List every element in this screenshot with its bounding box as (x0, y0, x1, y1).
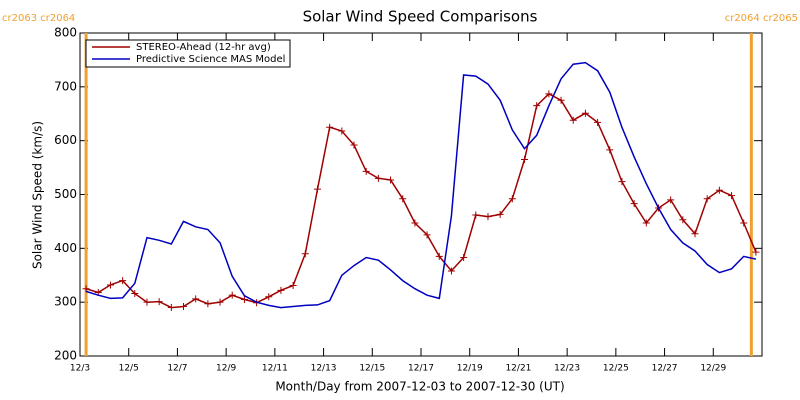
data-point (265, 293, 273, 301)
legend-box (85, 39, 291, 68)
data-point (472, 211, 480, 219)
y-tick-label: 300 (54, 295, 77, 309)
data-point (240, 295, 248, 303)
rotation-label: cr2064 cr2065 (725, 13, 798, 24)
x-tick-label: 12/25 (603, 364, 629, 374)
data-point (119, 277, 127, 285)
data-point (642, 219, 650, 227)
data-point (667, 196, 675, 204)
data-point (728, 192, 736, 200)
x-tick-label: 12/7 (167, 364, 187, 374)
data-point (484, 213, 492, 221)
legend-label: STEREO-Ahead (12-hr avg) (136, 42, 271, 53)
data-point (326, 123, 334, 131)
x-axis-label: Month/Day from 2007-12-03 to 2007-12-30 … (275, 380, 564, 394)
x-tick-label: 12/17 (408, 364, 434, 374)
y-tick-label: 800 (54, 26, 77, 40)
data-point (155, 298, 163, 306)
data-point (228, 291, 236, 299)
data-point (679, 216, 687, 224)
data-point (508, 195, 516, 203)
data-point (374, 174, 382, 182)
y-tick-label: 400 (54, 241, 77, 255)
x-tick-label: 12/21 (505, 364, 531, 374)
data-point (703, 195, 711, 203)
data-point (521, 156, 529, 164)
series-line (85, 92, 757, 309)
data-point (192, 295, 200, 303)
data-point (362, 167, 370, 175)
data-point (533, 102, 541, 110)
y-tick-label: 500 (54, 187, 77, 201)
y-tick-label: 700 (54, 79, 77, 93)
legend-label: Predictive Science MAS Model (136, 54, 285, 65)
rotation-label: cr2063 cr2064 (2, 13, 75, 24)
x-tick-label: 12/3 (70, 364, 90, 374)
data-point (106, 281, 114, 289)
data-point (606, 146, 614, 154)
x-tick-label: 12/11 (262, 364, 288, 374)
data-point (715, 186, 723, 194)
data-point (545, 90, 553, 98)
data-point (82, 285, 90, 293)
data-point (557, 96, 565, 104)
data-point (131, 290, 139, 298)
data-point (180, 302, 188, 310)
data-point (411, 219, 419, 227)
y-tick-label: 600 (54, 133, 77, 147)
data-point (618, 178, 626, 186)
data-point (289, 281, 297, 289)
x-tick-label: 12/9 (216, 364, 236, 374)
data-point (338, 127, 346, 135)
x-tick-label: 12/5 (119, 364, 139, 374)
data-point (594, 118, 602, 126)
series-line (85, 61, 757, 309)
data-point (313, 185, 321, 193)
x-tick-label: 12/13 (311, 364, 337, 374)
x-tick-label: 12/19 (457, 364, 483, 374)
data-point (143, 298, 151, 306)
data-point (387, 176, 395, 184)
data-point (630, 200, 638, 208)
x-tick-label: 12/23 (554, 364, 580, 374)
data-point (350, 141, 358, 149)
chart-title: Solar Wind Speed Comparisons (303, 8, 538, 26)
data-point (167, 304, 175, 312)
data-point (740, 219, 748, 227)
data-point (204, 300, 212, 308)
data-point (277, 286, 285, 294)
data-point (752, 248, 760, 256)
data-point (399, 195, 407, 203)
data-point (301, 250, 309, 258)
data-point (581, 109, 589, 117)
x-tick-label: 12/27 (652, 364, 678, 374)
y-tick-label: 200 (54, 349, 77, 363)
data-point (435, 252, 443, 260)
data-point (423, 231, 431, 239)
x-tick-label: 12/29 (700, 364, 726, 374)
data-point (691, 230, 699, 238)
x-tick-label: 12/15 (359, 364, 385, 374)
plot-frame (79, 32, 763, 357)
data-point (216, 298, 224, 306)
data-point (496, 210, 504, 218)
data-point (569, 116, 577, 124)
data-point (447, 267, 455, 275)
y-axis-label: Solar Wind Speed (km/s) (31, 121, 45, 269)
data-point (460, 253, 468, 261)
